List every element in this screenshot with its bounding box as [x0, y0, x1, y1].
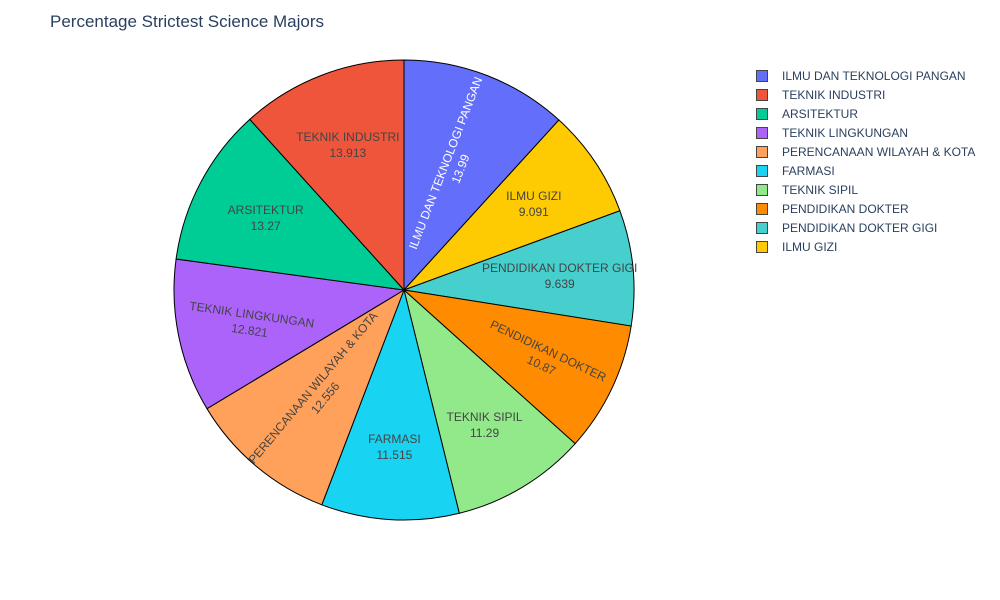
slice-label-farmasi: FARMASI: [368, 432, 421, 446]
slice-value-pendidikan-dokter-gigi: 9.639: [545, 277, 575, 291]
legend-item-pendidikan-dokter-gigi[interactable]: PENDIDIKAN DOKTER GIGI: [756, 218, 975, 237]
legend-swatch: [756, 202, 768, 215]
legend-swatch: [756, 107, 768, 120]
slice-label-group-teknik-sipil: TEKNIK SIPIL 11.29: [447, 410, 523, 440]
pie-slice-teknik-industri[interactable]: [249, 59, 405, 292]
pie-slice-pendidikan-dokter-gigi[interactable]: [402, 210, 635, 327]
legend-label: ILMU DAN TEKNOLOGI PANGAN: [782, 68, 966, 83]
slice-label-teknik-sipil: TEKNIK SIPIL: [447, 410, 523, 424]
slice-value-arsitektur: 13.27: [251, 219, 281, 233]
slice-label-group-pendidikan-dokter-gigi: PENDIDIKAN DOKTER GIGI 9.639: [482, 261, 637, 291]
pie-slice-arsitektur[interactable]: [175, 118, 406, 291]
legend-label: PERENCANAAN WILAYAH & KOTA: [782, 144, 976, 159]
slice-value-teknik-lingkungan: 12.821: [230, 321, 269, 340]
legend-label: FARMASI: [782, 163, 835, 178]
slice-label-group-teknik-industri: TEKNIK INDUSTRI 13.913: [296, 130, 399, 160]
legend-swatch: [756, 164, 768, 177]
legend-swatch: [756, 183, 768, 196]
legend-label: TEKNIK LINGKUNGAN: [782, 125, 909, 140]
slice-label-teknik-industri: TEKNIK INDUSTRI: [296, 130, 399, 144]
chart-legend: ILMU DAN TEKNOLOGI PANGAN TEKNIK INDUSTRI…: [756, 66, 975, 256]
legend-item-ilmu-gizi[interactable]: ILMU GIZI: [756, 237, 975, 256]
legend-item-pendidikan-dokter[interactable]: PENDIDIKAN DOKTER: [756, 199, 975, 218]
legend-item-ilmu-dan-teknologi-pangan[interactable]: ILMU DAN TEKNOLOGI PANGAN: [756, 66, 975, 85]
legend-item-teknik-industri[interactable]: TEKNIK INDUSTRI: [756, 85, 975, 104]
legend-label: ILMU GIZI: [782, 239, 838, 254]
pie-slice-ilmu-gizi[interactable]: [403, 119, 621, 291]
legend-item-farmasi[interactable]: FARMASI: [756, 161, 975, 180]
legend-label: TEKNIK SIPIL: [782, 182, 859, 197]
legend-label: TEKNIK INDUSTRI: [782, 87, 886, 102]
slice-label-pendidikan-dokter-gigi: PENDIDIKAN DOKTER GIGI: [482, 261, 637, 275]
chart-title: Percentage Strictest Science Majors: [50, 12, 325, 31]
slice-label-group-arsitektur: ARSITEKTUR 13.27: [228, 203, 304, 233]
pie-slice-pendidikan-dokter[interactable]: [402, 289, 632, 445]
pie-slice-teknik-lingkungan[interactable]: [173, 258, 406, 410]
legend-label: PENDIDIKAN DOKTER GIGI: [782, 220, 938, 235]
legend-swatch: [756, 88, 768, 101]
slice-label-group-ilmu-gizi: ILMU GIZI 9.091: [506, 189, 561, 219]
pie-slice-teknik-sipil[interactable]: [403, 288, 576, 514]
legend-item-arsitektur[interactable]: ARSITEKTUR: [756, 104, 975, 123]
legend-label: ARSITEKTUR: [782, 106, 859, 121]
legend-item-teknik-lingkungan[interactable]: TEKNIK LINGKUNGAN: [756, 123, 975, 142]
slice-value-ilmu-gizi: 9.091: [519, 205, 549, 219]
legend-swatch: [756, 240, 768, 253]
pie-slice-perencanaan-wilayah-and-kota[interactable]: [206, 288, 405, 506]
slice-value-farmasi: 11.515: [377, 448, 413, 462]
slice-value-teknik-sipil: 11.29: [470, 426, 499, 440]
slice-label-group-farmasi: FARMASI 11.515: [368, 432, 421, 462]
legend-item-perencanaan-wilayah-and-kota[interactable]: PERENCANAAN WILAYAH & KOTA: [756, 142, 975, 161]
pie-slice-ilmu-dan-teknologi-pangan[interactable]: [403, 59, 560, 292]
legend-swatch: [756, 145, 768, 158]
pie-slice-farmasi[interactable]: [321, 288, 460, 521]
slice-label-ilmu-gizi: ILMU GIZI: [506, 189, 561, 203]
legend-swatch: [756, 126, 768, 139]
legend-swatch: [756, 221, 768, 234]
legend-swatch: [756, 69, 768, 82]
legend-item-teknik-sipil[interactable]: TEKNIK SIPIL: [756, 180, 975, 199]
slice-label-arsitektur: ARSITEKTUR: [228, 203, 304, 217]
slice-value-teknik-industri: 13.913: [329, 146, 366, 160]
legend-label: PENDIDIKAN DOKTER: [782, 201, 909, 216]
